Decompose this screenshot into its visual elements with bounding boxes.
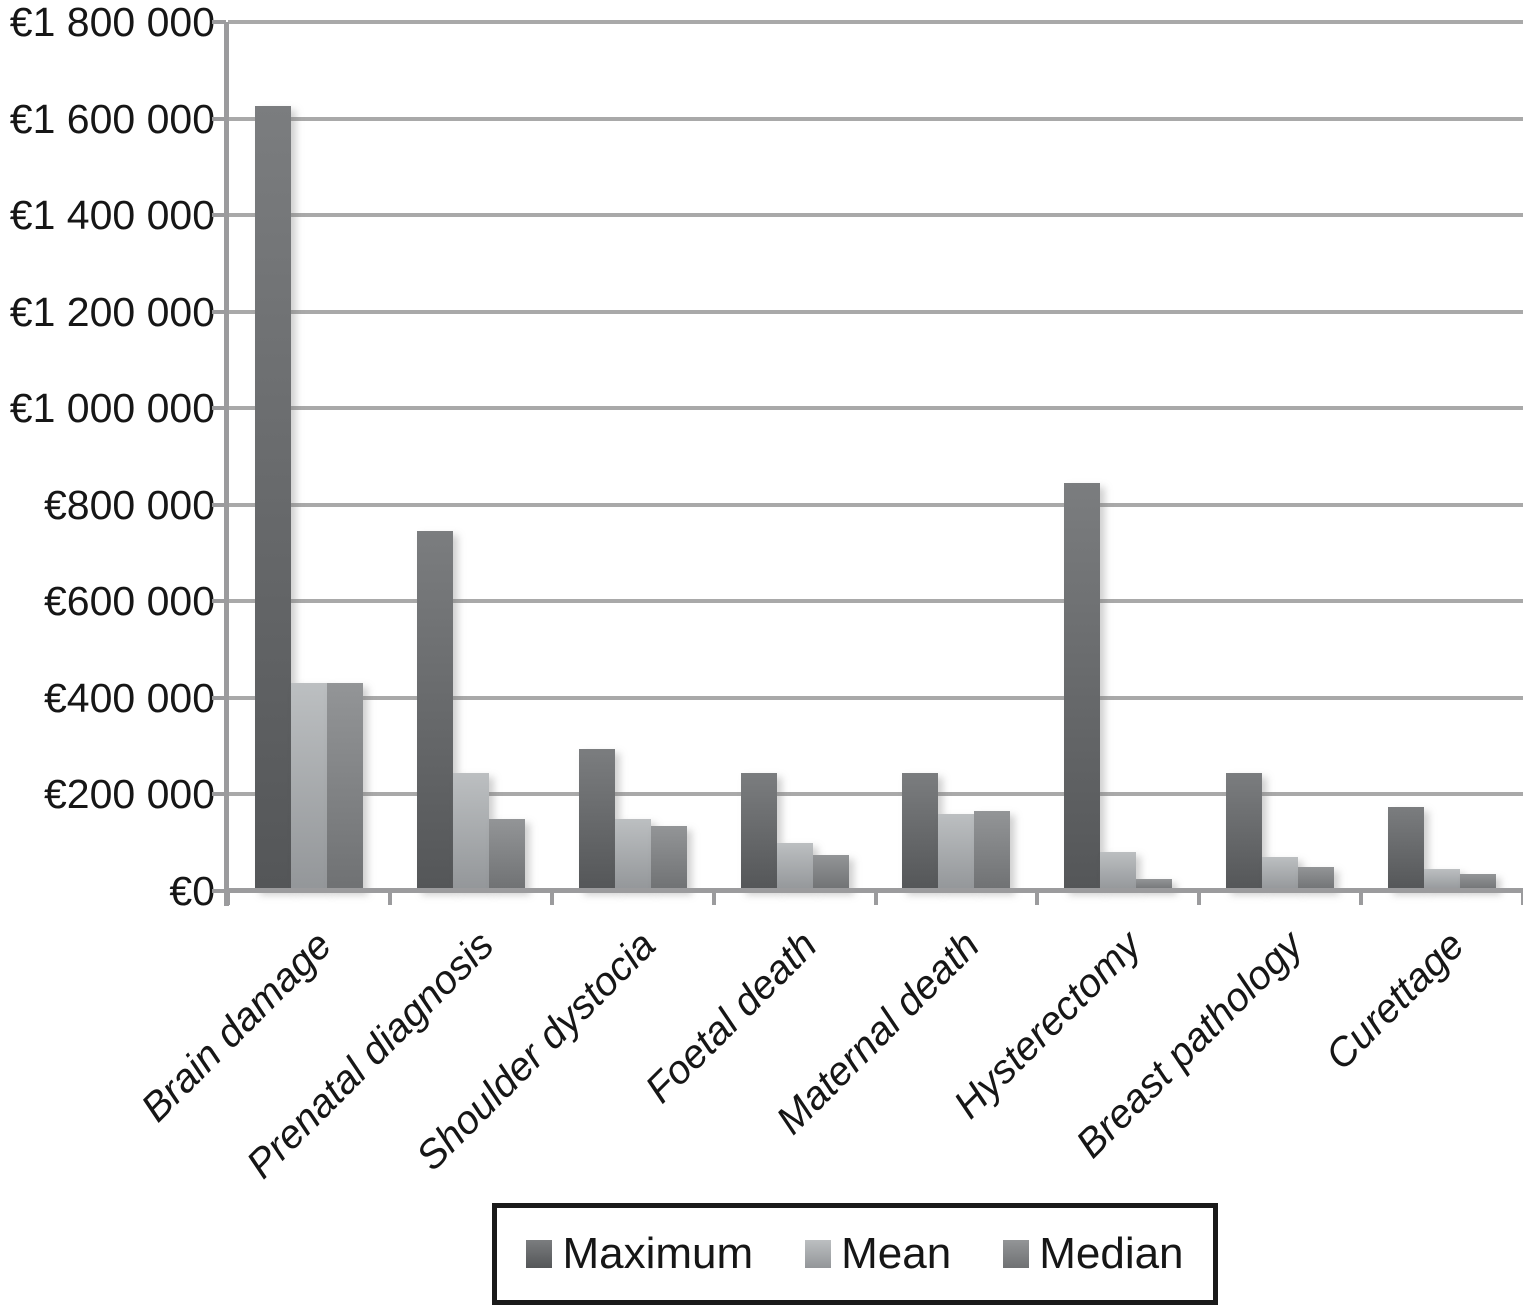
x-axis-tick	[873, 891, 878, 905]
bar-group-brain-damage	[228, 22, 390, 891]
y-axis-tick	[212, 20, 226, 24]
y-axis-tick	[212, 502, 226, 507]
gridline	[228, 599, 1523, 604]
y-axis-line	[224, 22, 229, 906]
bar-group-foetal-death	[714, 22, 876, 891]
bar-mean-foetal-death	[776, 843, 813, 891]
bar-mean-brain-damage	[290, 683, 327, 891]
legend-item-maximum: Maximum	[526, 1229, 753, 1279]
bar-group-shoulder-dystocia	[552, 22, 714, 891]
x-axis-tick	[1521, 891, 1523, 905]
bar-maximum-hysterectomy	[1064, 483, 1101, 891]
legend-swatch-median-icon	[1003, 1240, 1030, 1268]
x-axis-tick	[1197, 891, 1202, 905]
bar-group-curettage	[1361, 22, 1523, 891]
y-axis-label: €1 200 000	[9, 288, 215, 335]
legend-label-mean: Mean	[841, 1229, 952, 1278]
plot-area	[224, 20, 1523, 905]
bar-group-breast-pathology	[1199, 22, 1361, 891]
bar-maximum-curettage	[1388, 807, 1425, 891]
gridline	[228, 792, 1523, 797]
gridline	[228, 20, 1523, 24]
y-axis-label: €0	[169, 868, 215, 914]
gridline	[228, 502, 1523, 507]
x-axis-label: Curettage	[1317, 923, 1474, 1079]
y-axis-tick	[212, 213, 226, 218]
x-axis-tick	[387, 891, 392, 905]
y-axis-tick	[212, 792, 226, 797]
bar-median-breast-pathology	[1298, 867, 1335, 891]
y-axis-label: €400 000	[43, 674, 215, 721]
gridline	[228, 116, 1523, 121]
gridline	[228, 213, 1523, 218]
bar-mean-maternal-death	[938, 814, 975, 891]
y-axis-label: €1 400 000	[9, 192, 215, 239]
y-axis-tick	[212, 889, 226, 893]
legend-label-median: Median	[1039, 1229, 1184, 1278]
legend: Maximum Mean Median	[492, 1203, 1218, 1305]
y-axis-tick	[212, 116, 226, 121]
bar-mean-breast-pathology	[1262, 857, 1299, 891]
bar-maximum-shoulder-dystocia	[578, 749, 615, 891]
gridline	[228, 406, 1523, 411]
y-axis-label: €1 600 000	[9, 95, 215, 142]
legend-item-mean: Mean	[805, 1229, 951, 1279]
bar-median-shoulder-dystocia	[650, 826, 687, 891]
x-axis-tick	[549, 891, 554, 905]
x-axis-tick	[1035, 891, 1040, 905]
y-axis-label: €1 000 000	[9, 385, 215, 432]
y-axis-tick	[212, 695, 226, 700]
bar-group-hysterectomy	[1037, 22, 1199, 891]
y-axis-label: €200 000	[43, 771, 215, 818]
bar-median-prenatal-diagnosis	[488, 819, 525, 891]
bar-maximum-foetal-death	[740, 773, 777, 891]
legend-swatch-maximum-icon	[526, 1240, 553, 1268]
x-axis-tick	[1359, 891, 1364, 905]
gridline	[228, 695, 1523, 700]
x-axis-tick	[711, 891, 716, 905]
bar-maximum-brain-damage	[254, 106, 291, 891]
bar-group-maternal-death	[876, 22, 1038, 891]
y-axis-label: €800 000	[43, 481, 215, 528]
bar-maximum-breast-pathology	[1226, 773, 1263, 891]
y-axis-tick	[212, 406, 226, 411]
bar-mean-prenatal-diagnosis	[452, 773, 489, 891]
y-axis-label: €1 800 000	[9, 0, 215, 45]
bar-mean-curettage	[1424, 869, 1461, 891]
y-axis-label: €600 000	[43, 578, 215, 625]
bar-mean-hysterectomy	[1100, 852, 1137, 891]
bar-group-prenatal-diagnosis	[390, 22, 552, 891]
bar-maximum-prenatal-diagnosis	[416, 531, 453, 891]
bar-median-foetal-death	[812, 855, 849, 891]
legend-label-maximum: Maximum	[562, 1229, 754, 1278]
legend-item-median: Median	[1003, 1229, 1184, 1279]
bar-median-maternal-death	[974, 811, 1011, 891]
y-axis-tick	[212, 599, 226, 604]
gridline	[228, 309, 1523, 314]
bar-mean-shoulder-dystocia	[614, 819, 651, 891]
x-axis-line	[224, 888, 1523, 893]
y-axis-tick	[212, 309, 226, 314]
legend-swatch-mean-icon	[805, 1240, 832, 1268]
x-axis-tick	[226, 891, 230, 905]
bar-median-brain-damage	[326, 683, 363, 891]
bar-maximum-maternal-death	[902, 773, 939, 891]
bar-median-curettage	[1460, 874, 1497, 891]
